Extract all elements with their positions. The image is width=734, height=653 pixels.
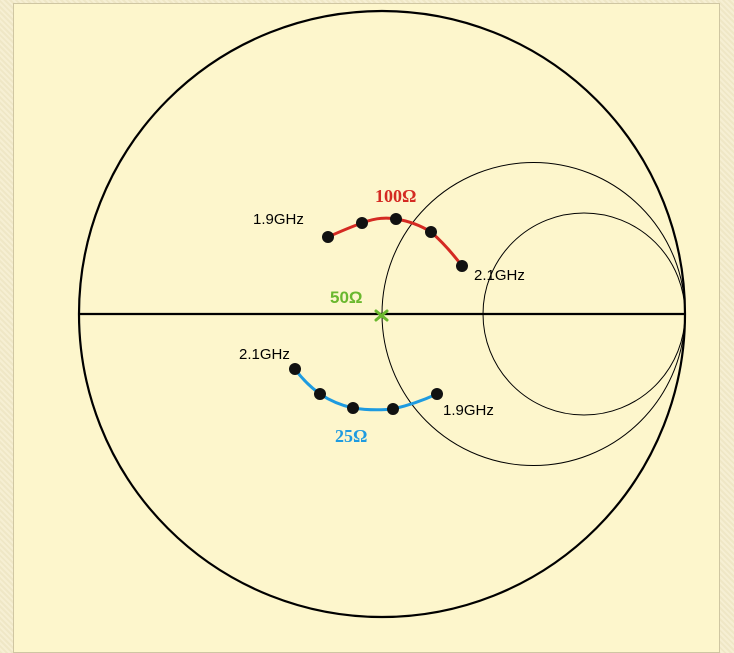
- trace-25-point: [314, 388, 326, 400]
- trace-25-label: 25Ω: [335, 426, 367, 446]
- trace-25-point: [289, 363, 301, 375]
- freq-label-red-end: 2.1GHz: [474, 267, 525, 284]
- trace-100-point: [322, 231, 334, 243]
- chart-panel: [13, 3, 720, 653]
- trace-100-point: [356, 217, 368, 229]
- trace-25-point: [347, 402, 359, 414]
- freq-label-blue-start: 2.1GHz: [239, 346, 290, 363]
- resistance-circle-r2: [482, 212, 686, 416]
- freq-label-blue-end: 1.9GHz: [443, 402, 494, 419]
- trace-25-points: [289, 363, 443, 415]
- trace-100-line: [327, 216, 464, 267]
- trace-25-point: [431, 388, 443, 400]
- trace-100-points: [322, 213, 468, 272]
- trace-100-point: [425, 226, 437, 238]
- trace-25-point: [387, 403, 399, 415]
- center-50-marker: [374, 309, 389, 322]
- trace-100-point: [390, 213, 402, 225]
- center-50-label: 50Ω: [330, 288, 363, 307]
- trace-100-label: 100Ω: [375, 186, 416, 206]
- trace-100-point: [456, 260, 468, 272]
- freq-label-red-start: 1.9GHz: [253, 211, 304, 228]
